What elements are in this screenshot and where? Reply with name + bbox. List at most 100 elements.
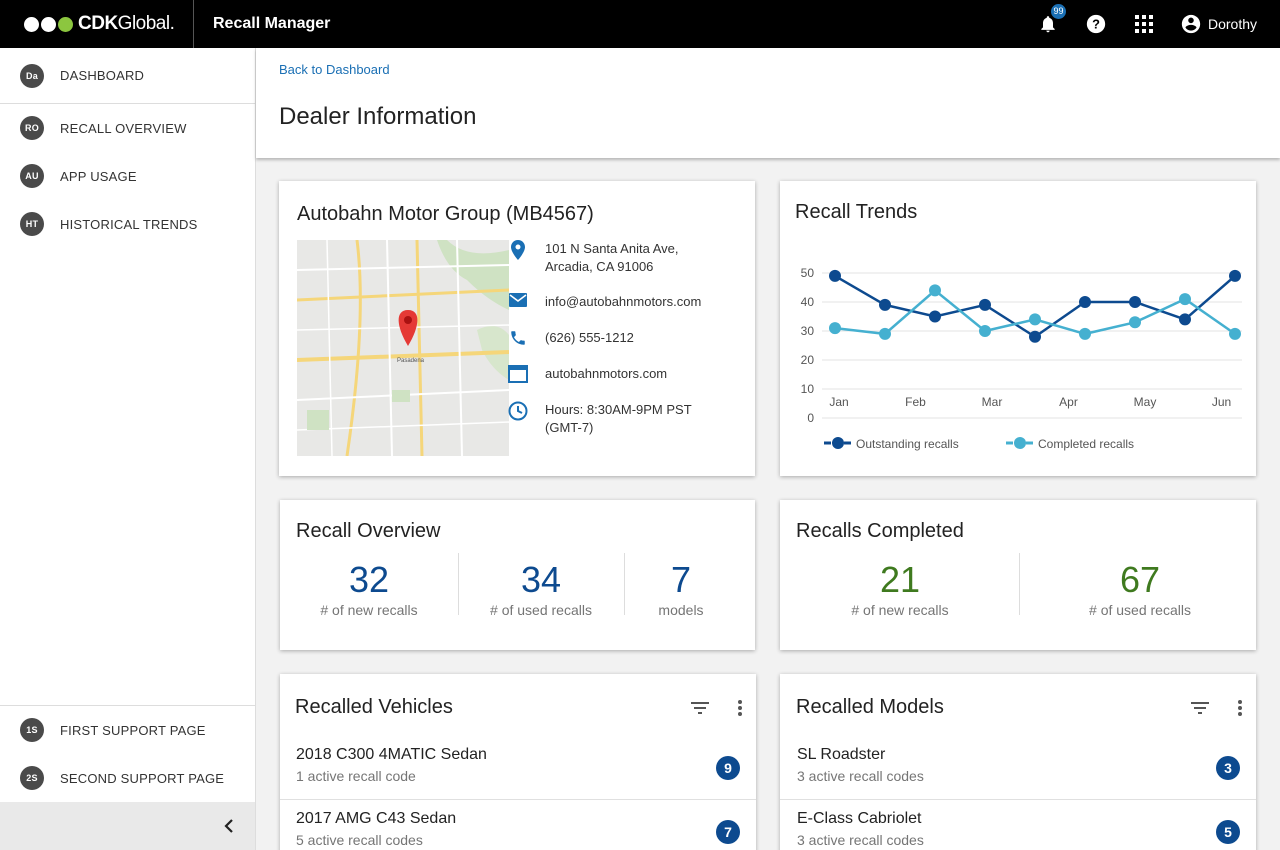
notification-badge: 99	[1050, 4, 1066, 19]
used-recalls-stat[interactable]: 34 # of used recalls	[458, 560, 624, 619]
recalls-completed-card: Recalls Completed 21 # of new recalls 67…	[780, 500, 1256, 650]
sidebar: Da DASHBOARD RO RECALL OVERVIEW AU APP U…	[0, 48, 256, 850]
models-stat[interactable]: 7 models	[624, 560, 738, 619]
sidebar-item-app-usage[interactable]: AU APP USAGE	[0, 152, 255, 200]
logo-text: CDKGlobal.	[78, 13, 175, 34]
data-point	[979, 298, 991, 311]
recall-trends-chart: 0 10 20 30 40 50 Jan Feb Mar Apr May Jun Outstanding…	[801, 266, 1242, 451]
page-title: Dealer Information	[279, 103, 477, 130]
notifications-button[interactable]: 99	[1036, 4, 1066, 36]
stat-value: 67	[1119, 559, 1161, 600]
stat-divider	[458, 553, 459, 615]
sidebar-item-label: RECALL OVERVIEW	[60, 120, 187, 136]
user-menu[interactable]: Dorothy	[1180, 13, 1257, 35]
data-point	[879, 298, 891, 311]
more-options-button[interactable]	[1228, 696, 1252, 720]
website-row[interactable]: autobahnmotors.com	[507, 365, 667, 387]
user-name: Dorothy	[1207, 16, 1257, 32]
data-point	[1229, 269, 1241, 282]
list-item[interactable]: SL Roadster 3 active recall codes 3	[780, 736, 1256, 800]
y-tick-label: 30	[801, 324, 815, 338]
data-point	[1029, 330, 1041, 343]
list-item[interactable]: 2018 C300 4MATIC Sedan 1 active recall c…	[280, 736, 756, 800]
filter-icon	[1191, 702, 1209, 714]
dealer-website[interactable]: autobahnmotors.com	[545, 366, 668, 381]
x-tick-label: Jun	[1212, 395, 1231, 409]
more-vert-icon	[738, 700, 742, 716]
dealer-phone[interactable]: (626) 555-1212	[545, 330, 634, 345]
count-badge: 9	[716, 756, 740, 780]
count-badge: 3	[1216, 756, 1240, 780]
x-tick-label: Feb	[905, 395, 926, 409]
x-tick-label: Jan	[829, 395, 848, 409]
address-line2: Arcadia, CA 91006	[545, 259, 654, 274]
data-point	[1129, 296, 1141, 308]
web-browser-icon	[507, 365, 529, 387]
sidebar-item-dashboard[interactable]: Da DASHBOARD	[0, 48, 255, 104]
vehicle-recall-codes: 1 active recall code	[296, 768, 416, 784]
data-point	[879, 327, 891, 340]
count-badge: 5	[1216, 820, 1240, 844]
data-point	[929, 310, 941, 323]
dealer-map[interactable]: Pasadena	[297, 240, 509, 456]
top-bar: CDKGlobal. Recall Manager 99 ? Dorothy	[0, 0, 1280, 48]
hours-line1: Hours: 8:30AM-9PM PST	[545, 402, 692, 417]
data-point	[979, 325, 991, 337]
completed-used-stat[interactable]: 67 # of used recalls	[1020, 559, 1256, 619]
model-name: SL Roadster	[797, 746, 886, 763]
dealer-name: Autobahn Motor Group (MB4567)	[297, 203, 594, 225]
list-item[interactable]: E-Class Cabriolet 3 active recall codes …	[780, 800, 1256, 850]
apps-button[interactable]	[1132, 12, 1156, 36]
legend-label: Outstanding recalls	[856, 437, 959, 451]
help-icon: ?	[1086, 14, 1106, 34]
sidebar-item-historical-trends[interactable]: HT HISTORICAL TRENDS	[0, 200, 255, 248]
dealer-email[interactable]: info@autobahnmotors.com	[545, 294, 702, 309]
email-row[interactable]: info@autobahnmotors.com	[507, 293, 701, 315]
nav-avatar: HT	[20, 212, 44, 236]
sidebar-item-label: HISTORICAL TRENDS	[60, 216, 198, 232]
sidebar-collapse-button[interactable]	[0, 802, 255, 850]
sidebar-item-recall-overview[interactable]: RO RECALL OVERVIEW	[0, 104, 255, 152]
cdk-logo[interactable]: CDKGlobal.	[0, 0, 194, 48]
clock-icon	[507, 401, 529, 423]
data-point	[929, 284, 941, 297]
recall-overview-card: Recall Overview 32 # of new recalls 34 #…	[280, 500, 755, 650]
email-icon	[507, 293, 529, 315]
sidebar-item-label: FIRST SUPPORT PAGE	[60, 722, 206, 738]
nav-avatar: AU	[20, 164, 44, 188]
vehicle-name: 2018 C300 4MATIC Sedan	[296, 746, 487, 763]
filter-button[interactable]	[688, 696, 712, 720]
new-recalls-stat[interactable]: 32 # of new recalls	[280, 560, 458, 619]
back-to-dashboard-link[interactable]: Back to Dashboard	[279, 62, 390, 77]
sidebar-item-first-support[interactable]: 1S FIRST SUPPORT PAGE	[0, 706, 255, 754]
model-name: E-Class Cabriolet	[797, 810, 922, 827]
y-tick-label: 40	[801, 295, 815, 309]
legend-marker	[1014, 437, 1026, 449]
y-tick-label: 20	[801, 353, 815, 367]
stat-label: # of used recalls	[1089, 602, 1191, 618]
help-button[interactable]: ?	[1084, 12, 1108, 36]
sidebar-item-label: APP USAGE	[60, 168, 137, 184]
filter-button[interactable]	[1188, 696, 1212, 720]
recalled-models-title: Recalled Models	[796, 696, 944, 718]
recall-trends-title: Recall Trends	[795, 201, 918, 223]
nav-avatar: RO	[20, 116, 44, 140]
recall-trends-card: Recall Trends 0 10 20 30 40 50 Jan Feb Mar Apr May…	[780, 181, 1256, 476]
nav-avatar: 1S	[20, 718, 44, 742]
map-graphic: Pasadena	[297, 240, 509, 456]
sidebar-item-second-support[interactable]: 2S SECOND SUPPORT PAGE	[0, 754, 255, 802]
stat-divider	[624, 553, 625, 615]
series-line	[834, 288, 1236, 336]
data-point	[1029, 313, 1041, 326]
model-recall-codes: 3 active recall codes	[797, 832, 924, 848]
more-options-button[interactable]	[728, 696, 752, 720]
completed-new-stat[interactable]: 21 # of new recalls	[780, 560, 1020, 619]
sidebar-item-label: SECOND SUPPORT PAGE	[60, 770, 225, 786]
phone-row[interactable]: (626) 555-1212	[507, 329, 634, 351]
location-pin-icon	[507, 240, 529, 262]
recall-overview-title: Recall Overview	[296, 520, 441, 542]
x-tick-label: May	[1134, 395, 1157, 409]
recalls-completed-title: Recalls Completed	[796, 520, 964, 542]
list-item[interactable]: 2017 AMG C43 Sedan 5 active recall codes…	[280, 800, 756, 850]
legend-label: Completed recalls	[1038, 437, 1134, 451]
